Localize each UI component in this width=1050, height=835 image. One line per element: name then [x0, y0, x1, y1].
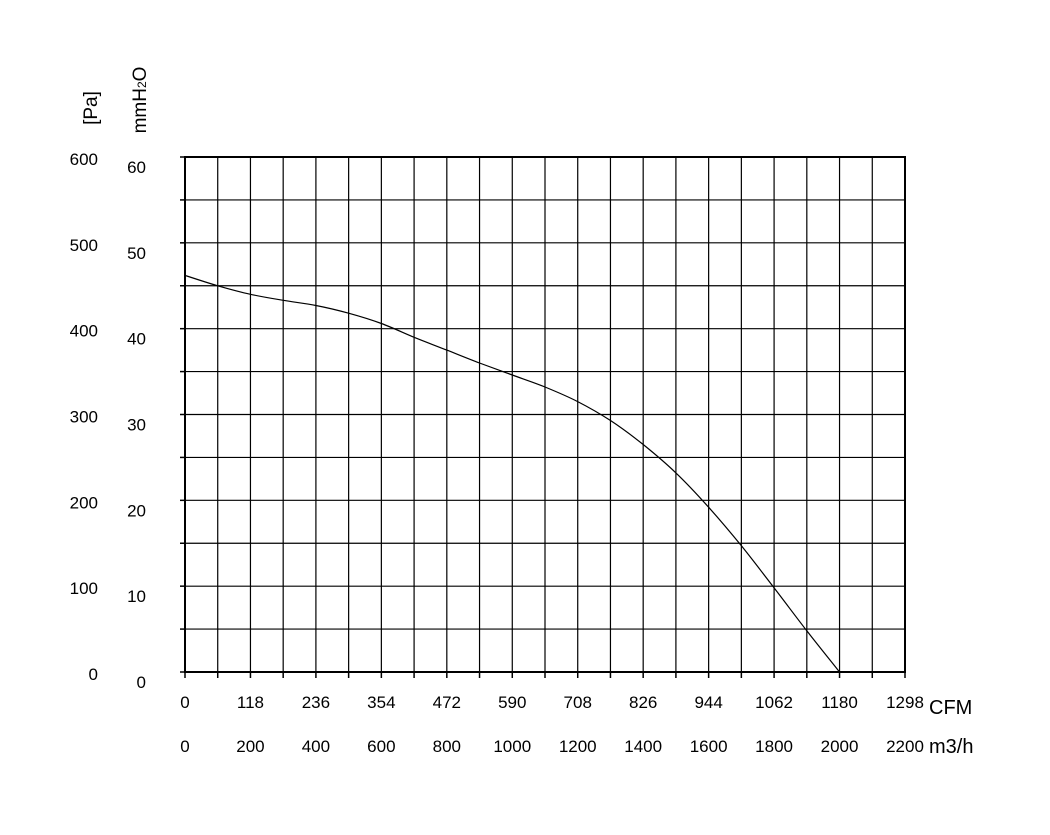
x-tick-label-m3h: 1200	[559, 737, 597, 756]
x-tick-label-cfm: 944	[694, 693, 722, 712]
y-tick-label-mmh2o: 40	[127, 330, 146, 349]
y-tick-label-mmh2o: 30	[127, 416, 146, 435]
x-tick-label-cfm: 1062	[755, 693, 793, 712]
y-axis-title-pa: [Pa]	[81, 91, 102, 125]
y-tick-label-pa: 300	[70, 408, 98, 427]
x-tick-label-cfm: 472	[433, 693, 461, 712]
axis-ticks	[180, 156, 906, 678]
y-tick-label-mmh2o: 50	[127, 244, 146, 263]
y-tick-label-mmh2o: 60	[127, 158, 146, 177]
x-tick-label-cfm: 590	[498, 693, 526, 712]
x-tick-label-m3h: 2000	[821, 737, 859, 756]
x-tick-label-m3h: 0	[180, 737, 189, 756]
tick-labels: 0 118 236 354 472 590 708 826 944 1062 1180 1298 0 20…	[70, 150, 924, 756]
x-tick-label-cfm: 236	[302, 693, 330, 712]
x-tick-label-m3h: 1600	[690, 737, 728, 756]
y-tick-label-pa: 600	[70, 150, 98, 169]
x-tick-label-m3h: 2200	[886, 737, 924, 756]
y-tick-label-mmh2o: 10	[127, 587, 146, 606]
performance-curve	[184, 274, 840, 673]
y-tick-label-mmh2o: 20	[127, 501, 146, 520]
x-tick-label-cfm: 826	[629, 693, 657, 712]
x-tick-label-m3h: 1400	[624, 737, 662, 756]
x-tick-label-m3h: 800	[433, 737, 461, 756]
y-tick-label-pa: 400	[70, 322, 98, 341]
x-tick-label-cfm: 0	[180, 693, 189, 712]
y-axis-title-mmh2o: mmH2O	[130, 67, 151, 134]
x-tick-label-m3h: 1800	[755, 737, 793, 756]
y-tick-label-pa: 200	[70, 493, 98, 512]
x-tick-label-m3h: 200	[236, 737, 264, 756]
y-tick-label-pa: 100	[70, 579, 98, 598]
x-tick-label-cfm: 1298	[886, 693, 924, 712]
x-tick-label-cfm: 118	[237, 693, 264, 712]
x-tick-label-cfm: 708	[564, 693, 592, 712]
x-tick-label-m3h: 1000	[493, 737, 531, 756]
x-axis-title-cfm: CFM	[929, 697, 972, 719]
y-tick-label-mmh2o: 0	[137, 673, 146, 692]
grid	[185, 157, 905, 672]
x-tick-label-m3h: 600	[367, 737, 395, 756]
y-tick-label-pa: 500	[70, 236, 98, 255]
x-tick-label-cfm: 1180	[821, 693, 858, 712]
x-tick-label-m3h: 400	[302, 737, 330, 756]
x-axis-title-m3h: m3/h	[929, 736, 973, 758]
y-tick-label-pa: 0	[89, 665, 98, 684]
x-tick-label-cfm: 354	[367, 693, 395, 712]
